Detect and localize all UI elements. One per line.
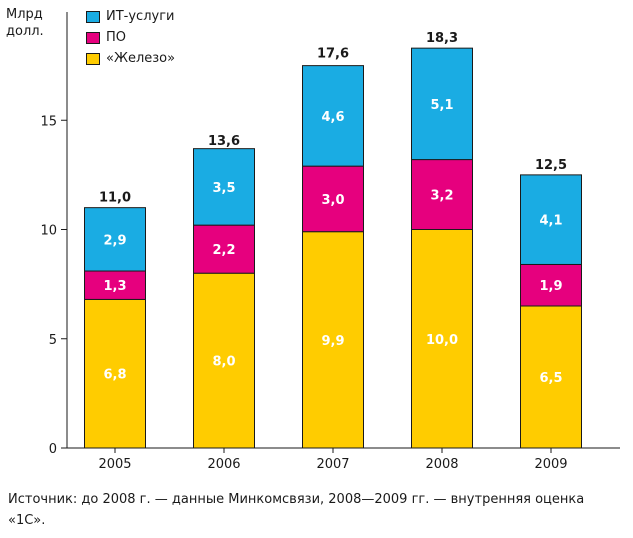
legend-label: «Железо» <box>106 51 176 66</box>
bar-segment <box>411 229 473 449</box>
segment-data-label: 3,5 <box>212 181 235 196</box>
stacked-bar-chart: 0 5 10 15 6,8 1,3 2,9 11,0 2005 8,0 2,2 3,5 13,6 2006… <box>40 12 620 472</box>
bar-segment <box>193 224 255 274</box>
bar-segment <box>520 174 582 265</box>
bar-segment <box>520 305 582 449</box>
total-data-label: 17,6 <box>317 46 349 61</box>
y-axis-label: Млрд долл. <box>6 7 44 39</box>
segment-data-label: 9,9 <box>321 334 344 349</box>
legend-swatch <box>86 52 100 65</box>
segment-data-label: 8,0 <box>212 355 235 370</box>
y-tick-label: 10 <box>40 224 57 239</box>
y-tick-label: 0 <box>49 442 57 457</box>
x-tick-label: 2006 <box>207 457 240 472</box>
bar-segment <box>84 207 146 272</box>
legend-swatch <box>86 10 100 23</box>
total-data-label: 18,3 <box>426 31 458 46</box>
segment-data-label: 4,6 <box>321 110 344 125</box>
segment-data-label: 3,2 <box>430 189 453 204</box>
source-note: Источник: до 2008 г. — данные Минкомсвяз… <box>8 492 585 528</box>
legend-label: ИТ-услуги <box>106 9 175 24</box>
total-data-label: 11,0 <box>99 191 131 206</box>
segment-data-label: 10,0 <box>426 333 458 348</box>
legend-item: ИТ-услуги <box>86 6 175 27</box>
bar-segment <box>193 148 255 226</box>
bar-segment <box>411 47 473 161</box>
segment-data-label: 6,5 <box>539 371 562 386</box>
segment-data-label: 1,3 <box>103 279 126 294</box>
segment-data-label: 2,9 <box>103 233 126 248</box>
legend-item: ПО <box>86 27 175 48</box>
x-tick-label: 2007 <box>316 457 349 472</box>
y-tick-label: 5 <box>49 333 57 348</box>
legend-label: ПО <box>106 30 127 45</box>
x-tick-label: 2009 <box>534 457 567 472</box>
segment-data-label: 6,8 <box>103 368 126 383</box>
y-tick-label: 15 <box>40 114 57 129</box>
x-tick-label: 2005 <box>98 457 131 472</box>
total-data-label: 12,5 <box>535 158 567 173</box>
legend: ИТ-услуги ПО «Железо» <box>86 6 175 69</box>
segment-data-label: 5,1 <box>430 98 453 113</box>
bar-segment <box>193 272 255 449</box>
legend-item: «Железо» <box>86 48 175 69</box>
bar-segment <box>84 270 146 300</box>
segment-data-label: 4,1 <box>539 214 562 229</box>
legend-swatch <box>86 31 100 44</box>
x-tick-label: 2008 <box>425 457 458 472</box>
bar-segment <box>302 65 364 167</box>
bar-segment <box>302 165 364 233</box>
segment-data-label: 2,2 <box>212 243 235 258</box>
segment-data-label: 1,9 <box>539 279 562 294</box>
total-data-label: 13,6 <box>208 134 240 149</box>
segment-data-label: 3,0 <box>321 193 344 208</box>
